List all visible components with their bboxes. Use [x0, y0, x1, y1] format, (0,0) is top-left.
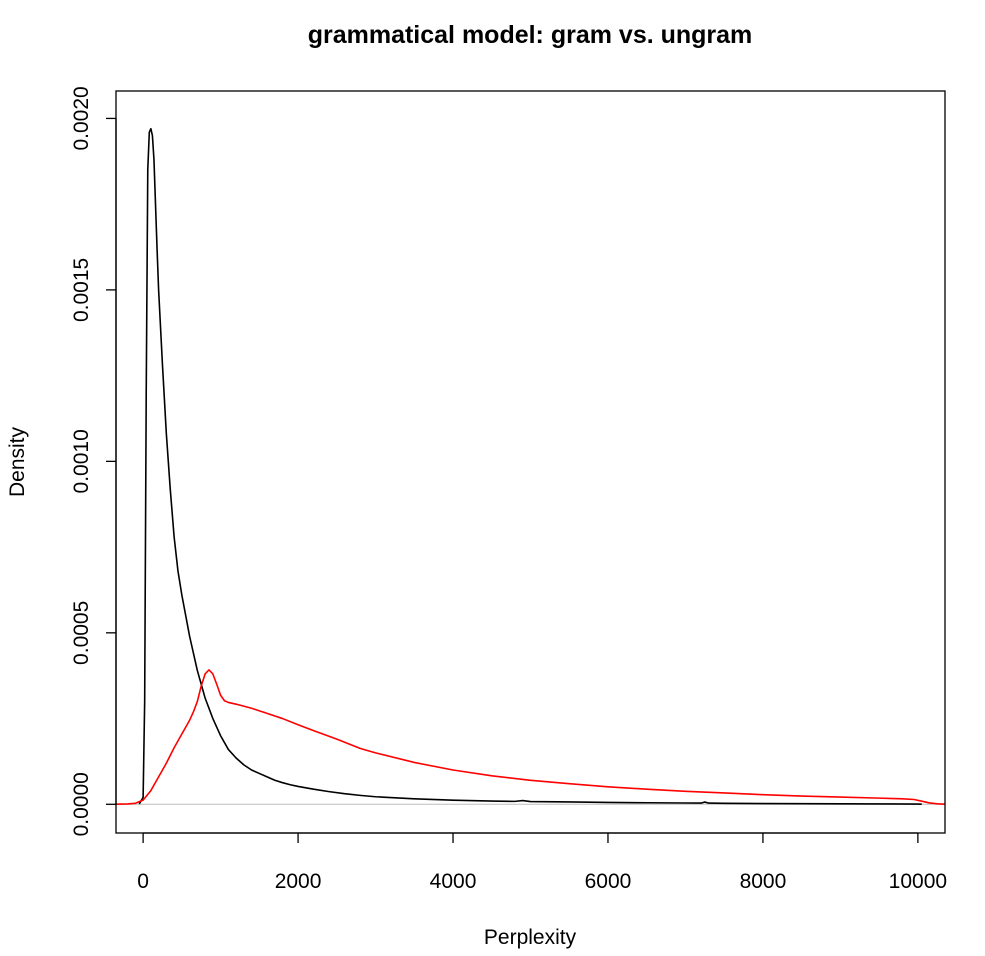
y-tick-label: 0.0020 — [70, 86, 93, 150]
chart-title: grammatical model: gram vs. ungram — [308, 21, 753, 49]
y-tick-label: 0.0015 — [70, 258, 93, 322]
x-tick-label: 6000 — [585, 870, 632, 893]
y-axis-label: Density — [6, 426, 29, 497]
x-axis-label: Perplexity — [484, 926, 577, 949]
x-tick-label: 0 — [137, 870, 149, 893]
plot-frame — [115, 90, 946, 834]
x-tick-label: 8000 — [740, 870, 787, 893]
x-tick-label: 10000 — [889, 870, 947, 893]
y-tick-label: 0.0010 — [70, 429, 93, 493]
x-axis: 0 2000 4000 6000 8000 10000 — [137, 832, 947, 893]
density-line-1 — [138, 127, 922, 806]
x-tick-label: 4000 — [430, 870, 477, 893]
y-tick-label: 0.0000 — [70, 772, 93, 836]
density-line-2 — [115, 669, 946, 806]
y-axis: 0.0000 0.0005 0.0010 0.0015 0.0020 — [70, 86, 117, 836]
x-tick-label: 2000 — [275, 870, 322, 893]
y-tick-label: 0.0005 — [70, 601, 93, 665]
series-layer — [115, 127, 946, 806]
